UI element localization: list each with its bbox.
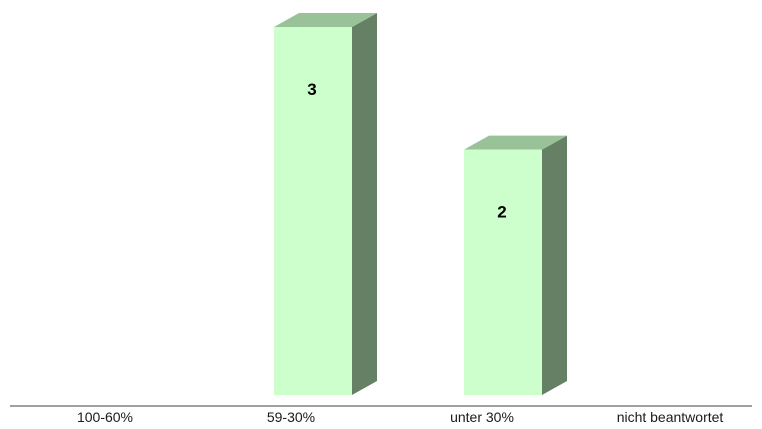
bar-side-face — [352, 13, 377, 395]
bar-top-face — [274, 13, 377, 27]
bar-front-face — [274, 27, 352, 395]
bar-front-face — [464, 149, 542, 395]
bar-top-face — [464, 135, 567, 150]
x-tick-label: 59-30% — [267, 409, 315, 425]
data-label: 3 — [307, 80, 316, 99]
x-tick-label: unter 30% — [450, 409, 514, 425]
bar-side-face — [542, 135, 567, 395]
category-labels: 100-60% 59-30% unter 30% nicht beantwortet — [77, 409, 723, 425]
bar-3: 2 — [464, 135, 567, 395]
x-tick-label: 100-60% — [77, 409, 133, 425]
bar-2: 3 — [274, 13, 377, 395]
data-label: 2 — [497, 203, 506, 222]
bars-group: 32 — [274, 13, 567, 395]
x-tick-label: nicht beantwortet — [617, 409, 724, 425]
